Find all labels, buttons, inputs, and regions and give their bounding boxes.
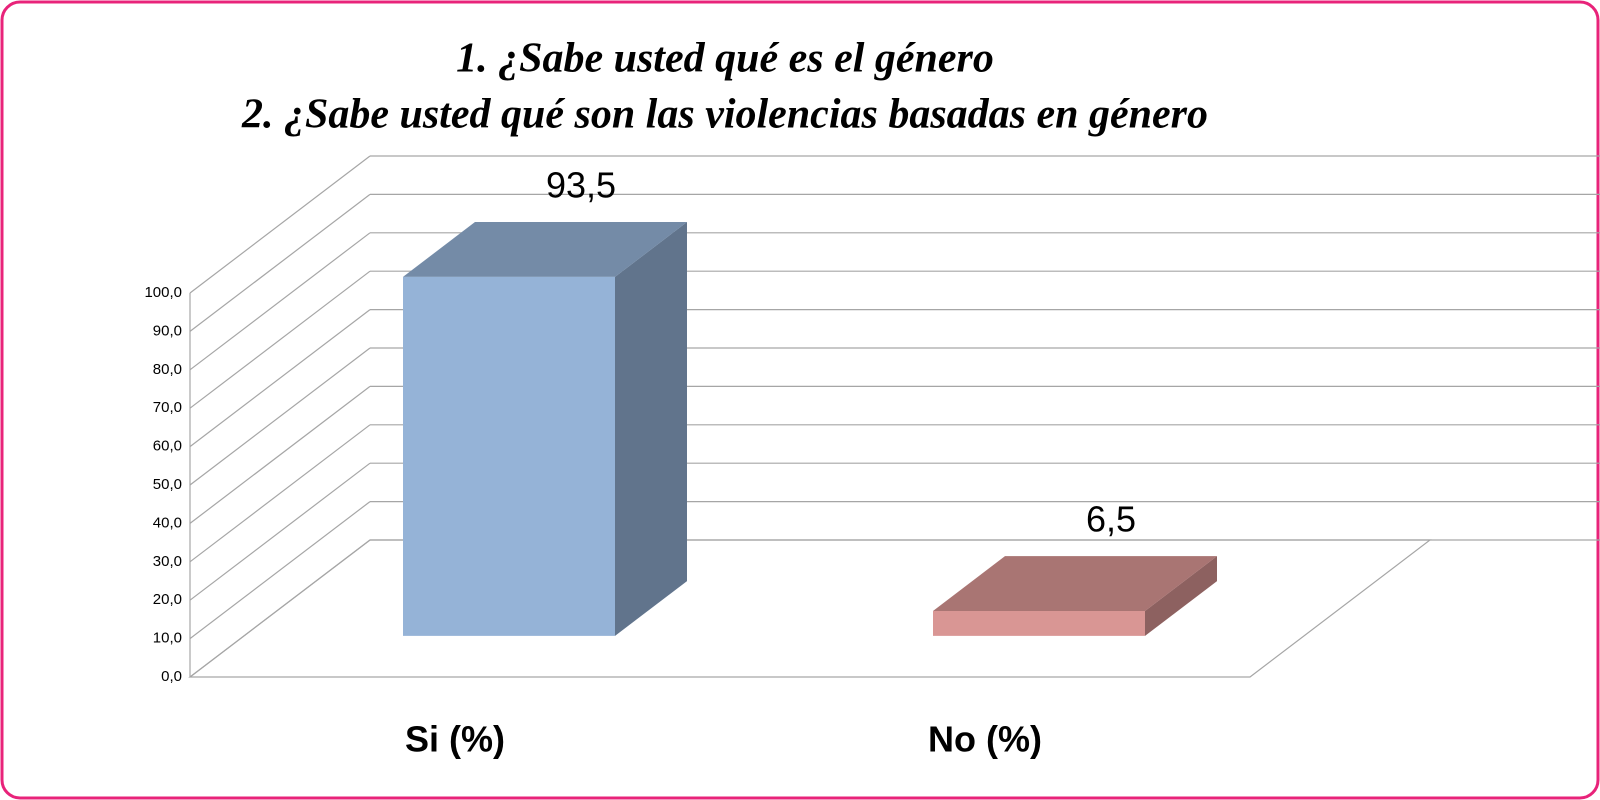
grid-line — [189, 155, 371, 294]
y-tick-label: 0,0 — [161, 668, 182, 685]
x-tick-label: No (%) — [928, 719, 1042, 760]
y-tick-label: 80,0 — [153, 361, 182, 378]
bar-top — [403, 222, 687, 277]
bar-side-shade — [1145, 556, 1217, 636]
y-tick-label: 30,0 — [153, 553, 182, 570]
bar — [933, 610, 1145, 636]
y-tick-label: 90,0 — [153, 322, 182, 339]
grid-line — [189, 232, 371, 371]
grid-line — [189, 424, 371, 563]
bar-top — [933, 556, 1217, 611]
bar-side — [615, 222, 687, 636]
y-tick-label: 10,0 — [153, 630, 182, 647]
bar-side — [1145, 556, 1217, 636]
grid-line — [189, 539, 371, 678]
bar — [403, 276, 615, 636]
grid-line — [189, 270, 371, 409]
y-tick-label: 60,0 — [153, 438, 182, 455]
x-tick-label: Si (%) — [405, 719, 505, 760]
chart-title: 2. ¿Sabe usted qué son las violencias ba… — [241, 92, 1208, 138]
value-label: 6,5 — [1086, 499, 1136, 540]
bar-side-shade — [615, 222, 687, 636]
bar-top-shade — [933, 556, 1217, 611]
grid-line — [189, 309, 371, 448]
grid-line — [189, 193, 371, 332]
grid-line — [189, 501, 371, 640]
y-tick-label: 70,0 — [153, 399, 182, 416]
value-label: 93,5 — [546, 165, 616, 206]
grid-line — [189, 347, 371, 486]
y-tick-label: 100,0 — [144, 284, 182, 301]
y-tick-label: 40,0 — [153, 514, 182, 531]
y-tick-label: 50,0 — [153, 476, 182, 493]
grid-line — [189, 462, 371, 601]
bar-top-shade — [403, 222, 687, 277]
y-tick-label: 20,0 — [153, 591, 182, 608]
grid-line — [189, 385, 371, 524]
chart-title: 1. ¿Sabe usted qué es el género — [456, 36, 994, 82]
